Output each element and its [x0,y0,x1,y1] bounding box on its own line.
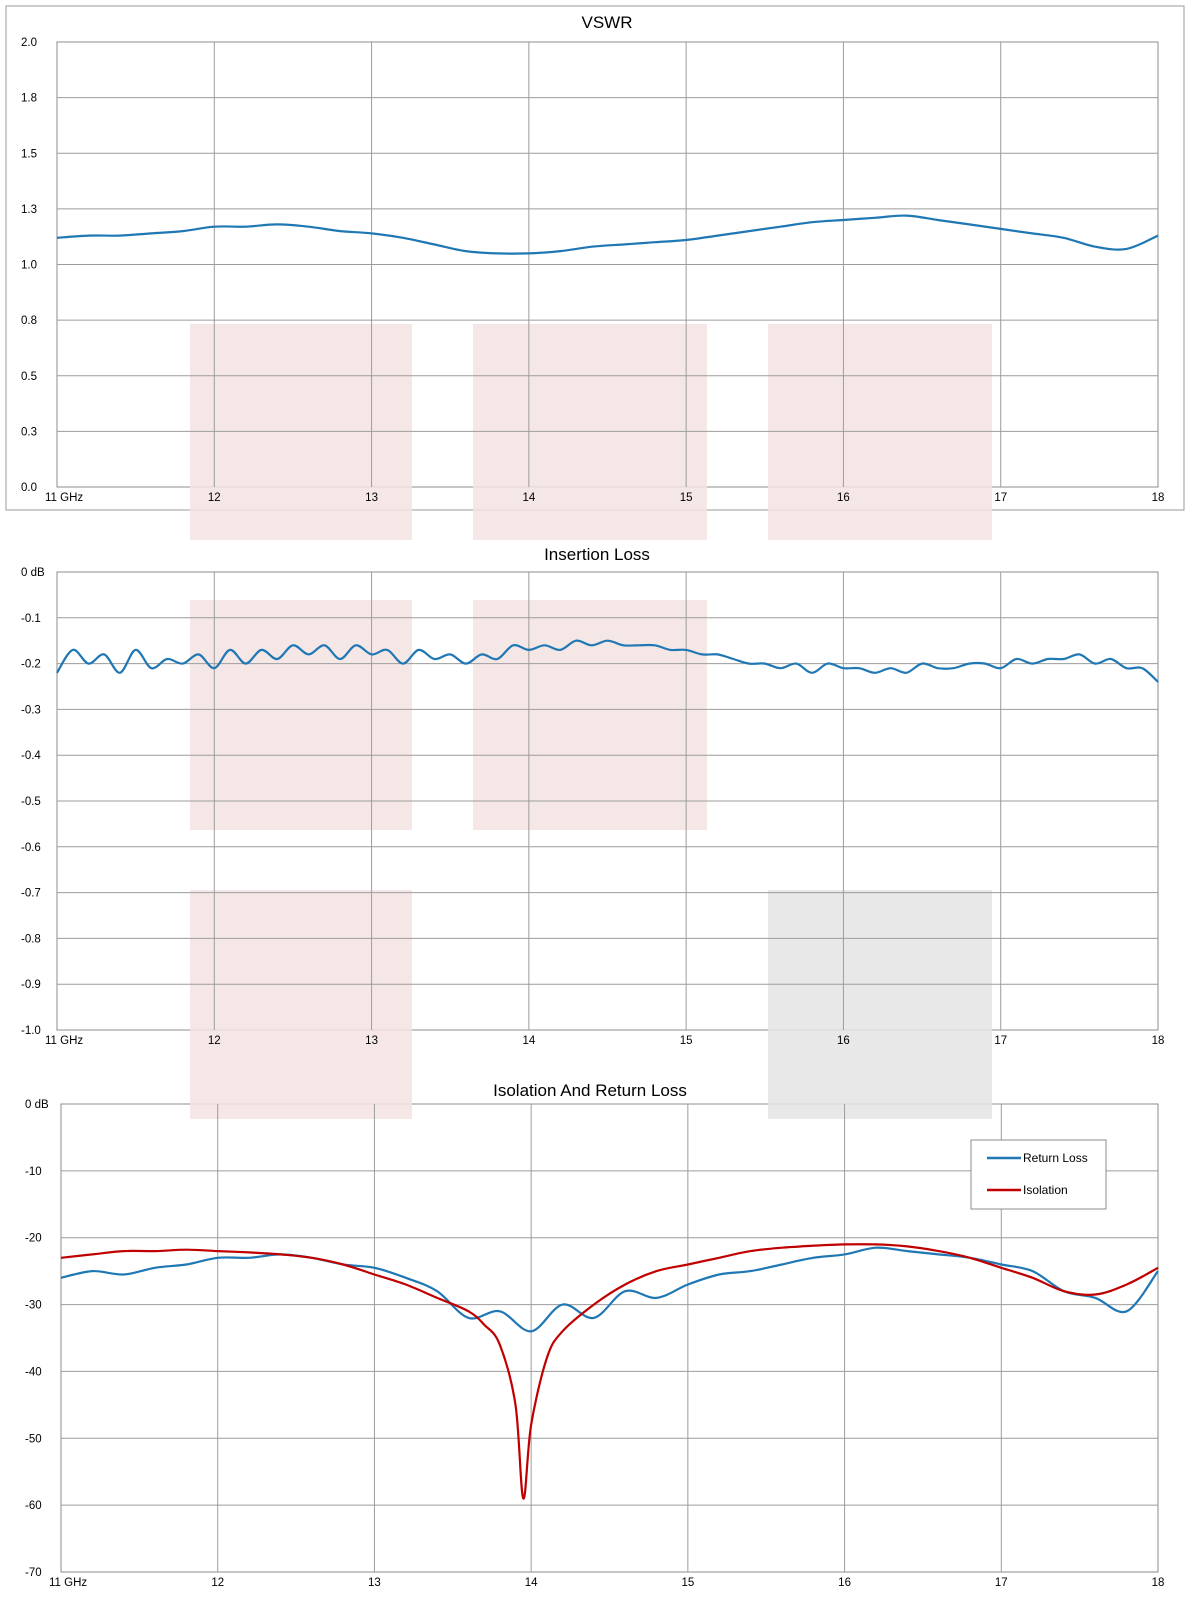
x-tick-label: 12 [211,1577,224,1589]
y-tick-label: -0.3 [21,704,41,716]
x-tick-label: 18 [1152,1577,1165,1589]
chart-title: Isolation And Return Loss [493,1081,687,1100]
shaded-band-1 [190,324,412,540]
legend: Return Loss Isolation [970,1139,1107,1210]
shaded-band-5 [473,600,707,830]
x-tick-label: 15 [680,1035,693,1047]
y-tick-label: -0.5 [21,796,41,808]
x-tick-label: 12 [208,1035,221,1047]
x-tick-label: 11 GHz [45,492,83,504]
y-tick-label: -0.4 [21,750,41,762]
y-tick-label: -0.6 [21,842,41,854]
y-tick-label: -70 [25,1567,42,1579]
legend-box [970,1139,1107,1210]
y-tick-label: -30 [25,1300,42,1312]
series-line-1 [56,639,1159,683]
y-tick-label: 0.3 [21,426,37,438]
y-tick-label: 0.0 [21,482,37,494]
x-tick-label: 14 [522,1035,535,1047]
x-tick-label: 18 [1152,492,1165,504]
y-tick-label: -10 [25,1166,42,1178]
y-tick-label: 1.0 [21,260,37,272]
x-tick-label: 16 [837,492,850,504]
x-tick-label: 15 [681,1577,694,1589]
y-tick-label: -0.1 [21,613,41,625]
x-tick-label: 15 [680,492,693,504]
chart-1-content: 11 GHz 12 13 14 15 16 17 18 2.0 1.8 1.5 1.3 1.0 0.8 0.… [21,13,1164,504]
y-tick-label: 1.3 [21,204,37,216]
x-tick-label: 13 [368,1577,381,1589]
y-tick-label: -60 [25,1500,42,1512]
y-tick-label: -0.8 [21,933,41,945]
x-tick-label: 13 [365,492,378,504]
y-tick-label: -20 [25,1233,42,1245]
y-tick-label: 0 dB [21,567,45,579]
chart-title: VSWR [582,13,633,32]
y-tick-label: -0.9 [21,979,41,991]
y-tick-label: -1.0 [21,1025,41,1037]
x-tick-label: 18 [1152,1035,1165,1047]
x-tick-label: 13 [365,1035,378,1047]
chart-3-content: 11 GHz 12 13 14 15 16 17 18 0 dB -10 -20 -30 -40 -50 -… [25,1081,1164,1589]
x-tick-label: 16 [837,1035,850,1047]
y-tick-label: 0 dB [25,1099,49,1111]
chart-2-content: 11 GHz 12 13 14 15 16 17 18 0 dB -0.1 -0.2 -0.3 -0.4… [21,545,1164,1047]
legend-label: Return Loss [1023,1151,1088,1165]
y-tick-label: 1.5 [21,148,37,160]
x-tick-label: 17 [995,1577,1008,1589]
legend-label: Isolation [1023,1183,1068,1197]
x-tick-label: 17 [994,1035,1007,1047]
shaded-band-2 [473,324,707,540]
x-tick-label: 16 [838,1577,851,1589]
y-tick-label: -0.7 [21,888,41,900]
x-tick-label: 12 [208,492,221,504]
x-tick-label: 17 [994,492,1007,504]
y-tick-label: 2.0 [21,37,37,49]
x-tick-label: 11 GHz [45,1035,83,1047]
x-tick-label: 14 [525,1577,538,1589]
series-line-1 [56,214,1159,255]
shaded-band-6 [190,890,412,1119]
y-tick-label: -0.2 [21,659,41,671]
shaded-band-4 [190,600,412,830]
x-tick-label: 14 [522,492,535,504]
shaded-band-3 [768,324,992,540]
series-line-isolation [60,1243,1159,1500]
y-tick-label: 0.8 [21,315,37,327]
y-tick-label: -40 [25,1366,42,1378]
y-tick-label: 1.8 [21,93,37,105]
y-tick-label: 0.5 [21,371,37,383]
chart-title: Insertion Loss [544,545,650,564]
x-tick-label: 11 GHz [49,1577,87,1589]
y-tick-label: -50 [25,1433,42,1445]
shaded-band-7 [768,890,992,1119]
